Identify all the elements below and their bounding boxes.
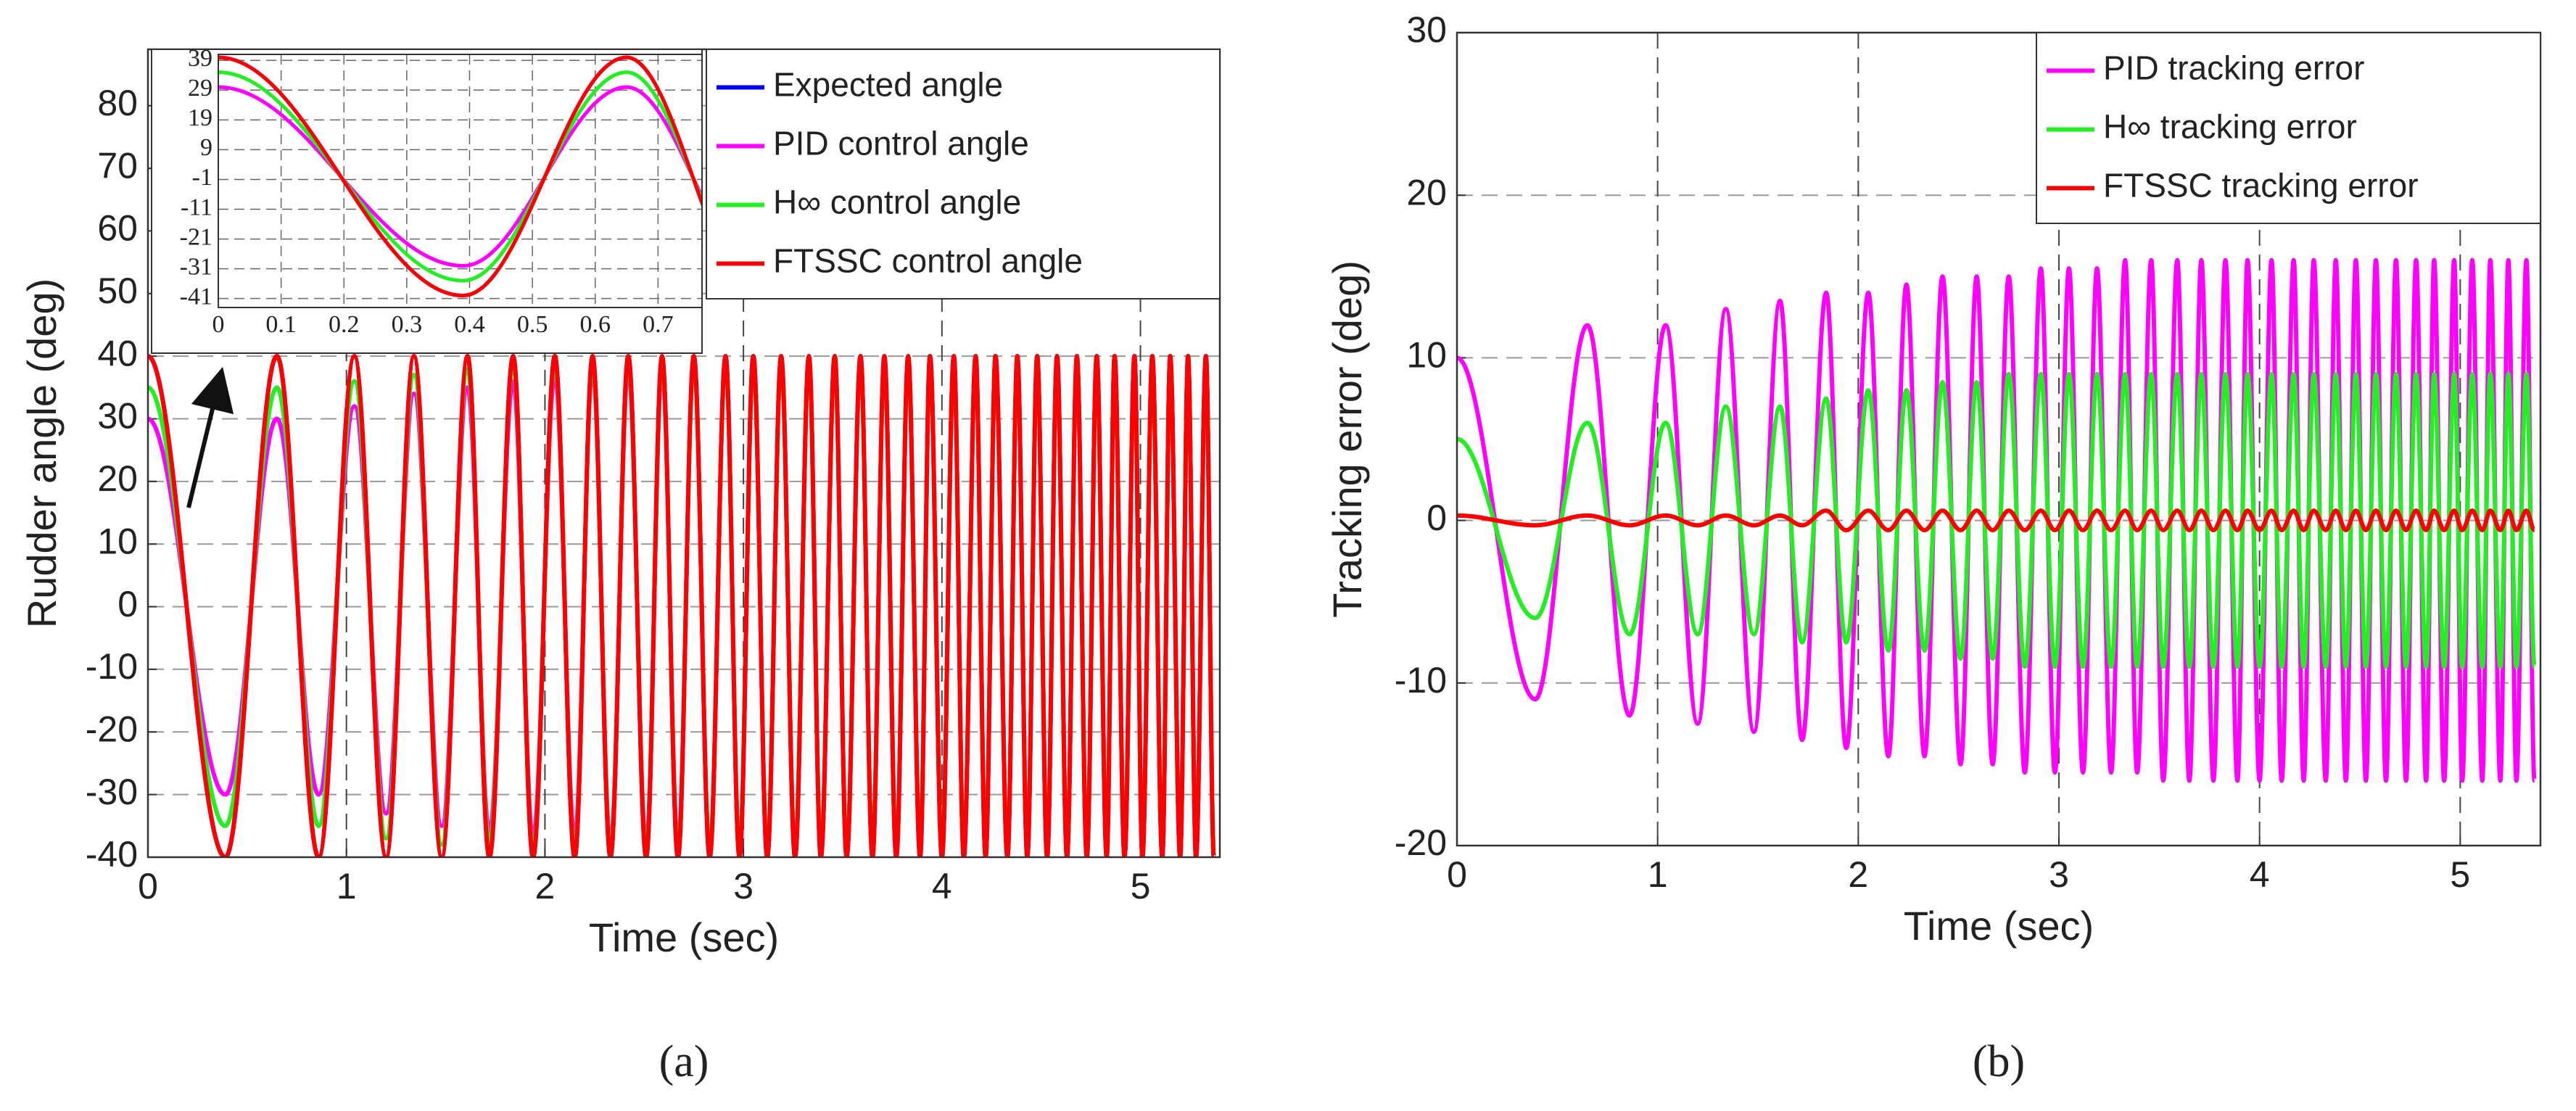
y-tick-label: 20 bbox=[97, 458, 138, 499]
y-tick-label: -40 bbox=[86, 834, 138, 875]
y-axis-label: Tracking error (deg) bbox=[1324, 260, 1370, 618]
series-line bbox=[1457, 508, 2537, 533]
x-tick-label: 0 bbox=[1447, 854, 1467, 895]
y-tick-label: 30 bbox=[1406, 9, 1447, 50]
x-tick-label: 0 bbox=[138, 866, 158, 906]
y-tick-label: 30 bbox=[97, 396, 138, 437]
y-tick-label: 10 bbox=[1406, 335, 1447, 376]
inset-x-tick-label: 0.7 bbox=[643, 311, 674, 338]
x-tick-label: 2 bbox=[535, 866, 556, 906]
y-tick-label: -10 bbox=[86, 646, 138, 687]
x-tick-label: 4 bbox=[2250, 854, 2270, 895]
y-axis-label: Rudder angle (deg) bbox=[19, 278, 65, 629]
inset-x-tick-label: 0.3 bbox=[392, 311, 423, 338]
x-axis-label: Time (sec) bbox=[1904, 903, 2094, 949]
x-tick-label: 3 bbox=[2049, 854, 2069, 895]
inset-x-tick-label: 0.5 bbox=[517, 311, 548, 338]
series-line bbox=[148, 354, 1216, 857]
inset-x-tick-label: 0 bbox=[212, 311, 225, 338]
inset-background bbox=[151, 49, 703, 354]
y-tick-label: -20 bbox=[1395, 822, 1447, 863]
x-tick-label: 3 bbox=[733, 866, 754, 906]
series-line bbox=[1457, 371, 2537, 669]
y-tick-label: 0 bbox=[117, 584, 138, 624]
y-tick-label: 80 bbox=[97, 83, 138, 123]
inset-y-tick-label: 39 bbox=[188, 45, 212, 72]
legend-label: H∞ tracking error bbox=[2103, 108, 2357, 146]
inset-x-tick-label: 0.2 bbox=[329, 311, 360, 338]
x-tick-label: 1 bbox=[337, 866, 357, 906]
inset-y-tick-label: -11 bbox=[181, 194, 212, 220]
legend-box bbox=[2036, 32, 2541, 224]
inset-y-tick-label: -41 bbox=[180, 283, 212, 310]
legend-label: PID control angle bbox=[773, 125, 1029, 162]
y-tick-label: 50 bbox=[97, 270, 138, 311]
y-tick-label: -20 bbox=[86, 709, 138, 749]
y-tick-label: -10 bbox=[1395, 660, 1447, 701]
inset-x-tick-label: 0.4 bbox=[454, 311, 485, 338]
x-tick-label: 4 bbox=[932, 866, 952, 906]
series-line bbox=[1457, 257, 2537, 783]
x-axis-label: Time (sec) bbox=[589, 914, 779, 960]
inset-y-tick-label: 29 bbox=[188, 75, 212, 102]
x-tick-label: 5 bbox=[1131, 866, 1151, 906]
series-group bbox=[148, 354, 1216, 857]
inset-y-tick-label: -31 bbox=[180, 253, 212, 280]
y-tick-label: -30 bbox=[86, 772, 138, 812]
legend-label: FTSSC control angle bbox=[773, 242, 1083, 280]
inset-x-tick-label: 0.1 bbox=[265, 311, 297, 338]
plot-frame bbox=[1456, 31, 2542, 847]
legend-label: Expected angle bbox=[773, 66, 1003, 104]
legend-label: PID tracking error bbox=[2103, 49, 2364, 87]
series-group bbox=[1457, 257, 2537, 783]
x-tick-label: 5 bbox=[2450, 854, 2470, 895]
inset-y-tick-label: 19 bbox=[188, 104, 212, 131]
inset-y-tick-label: -21 bbox=[180, 223, 212, 250]
inset-x-tick-label: 0.6 bbox=[579, 311, 611, 338]
y-tick-label: 70 bbox=[97, 145, 138, 186]
legend-label: FTSSC tracking error bbox=[2103, 167, 2419, 205]
y-tick-label: 10 bbox=[97, 521, 138, 561]
y-tick-label: 40 bbox=[97, 333, 138, 373]
inset-y-tick-label: -1 bbox=[192, 164, 212, 191]
y-tick-label: 60 bbox=[97, 208, 138, 249]
x-tick-label: 2 bbox=[1848, 854, 1868, 895]
y-tick-label: 20 bbox=[1406, 172, 1447, 212]
inset-frame bbox=[218, 54, 703, 308]
y-tick-label: 0 bbox=[1427, 497, 1447, 538]
caption: (b) bbox=[1973, 1037, 2025, 1086]
x-tick-label: 1 bbox=[1648, 854, 1668, 895]
legend-box bbox=[706, 49, 1221, 300]
legend-label: H∞ control angle bbox=[773, 183, 1021, 221]
inset-y-tick-label: 9 bbox=[200, 134, 212, 161]
arrow bbox=[186, 366, 234, 508]
caption: (a) bbox=[659, 1037, 709, 1086]
